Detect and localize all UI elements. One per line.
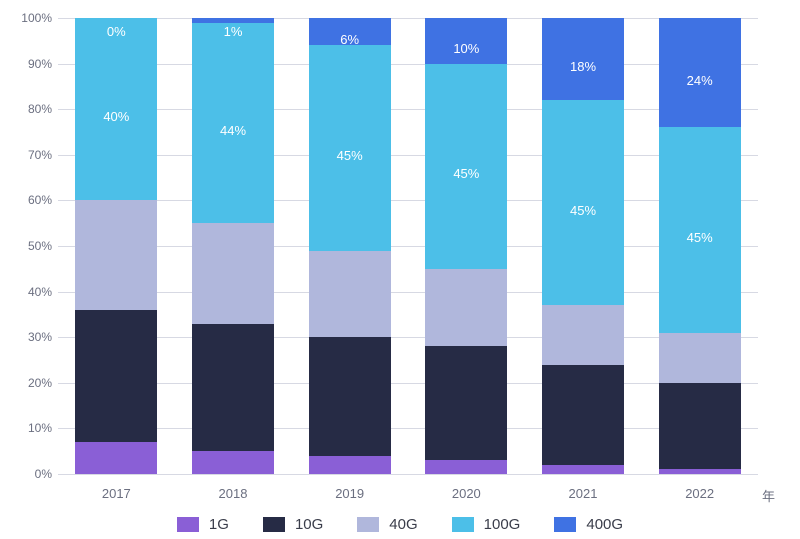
- bar-segment: [75, 310, 157, 442]
- legend-item: 100G: [452, 516, 521, 533]
- x-tick-label: 2018: [219, 486, 248, 501]
- x-tick-label: 2021: [569, 486, 598, 501]
- legend-swatch: [263, 517, 285, 532]
- y-tick-label: 90%: [8, 57, 52, 71]
- bar-segment: [425, 18, 507, 64]
- bar-segment: [309, 45, 391, 250]
- bar-segment: [425, 346, 507, 460]
- bar-segment: [425, 269, 507, 347]
- bar-segment: [309, 18, 391, 45]
- legend-swatch: [357, 517, 379, 532]
- bar-segment: [192, 324, 274, 452]
- legend-item: 1G: [177, 516, 229, 533]
- legend-swatch: [554, 517, 576, 532]
- y-tick-label: 10%: [8, 421, 52, 435]
- y-tick-label: 60%: [8, 193, 52, 207]
- x-tick-label: 2019: [335, 486, 364, 501]
- x-tick-label: 2017: [102, 486, 131, 501]
- bar-segment: [425, 460, 507, 474]
- bar-segment: [425, 64, 507, 269]
- x-axis-unit: 年: [762, 486, 775, 505]
- bar-group: 45%10%: [425, 18, 507, 474]
- bar-segment: [542, 100, 624, 305]
- bar-segment: [192, 23, 274, 224]
- bar-segment: [542, 365, 624, 465]
- bar-group: 45%24%: [659, 18, 741, 474]
- bar-segment: [309, 251, 391, 338]
- legend-swatch: [452, 517, 474, 532]
- legend-label: 40G: [389, 516, 417, 533]
- legend-swatch: [177, 517, 199, 532]
- bar-group: 45%6%: [309, 18, 391, 474]
- y-tick-label: 70%: [8, 148, 52, 162]
- bar-segment: [192, 18, 274, 23]
- legend-item: 400G: [554, 516, 623, 533]
- y-tick-label: 100%: [8, 11, 52, 25]
- bar-segment: [659, 18, 741, 127]
- bar-segment: [659, 469, 741, 474]
- y-tick-label: 80%: [8, 102, 52, 116]
- legend-label: 1G: [209, 516, 229, 533]
- y-tick-label: 30%: [8, 330, 52, 344]
- bar-segment: [542, 18, 624, 100]
- bar-group: 45%18%: [542, 18, 624, 474]
- legend-label: 10G: [295, 516, 323, 533]
- bar-segment: [659, 127, 741, 332]
- legend-item: 10G: [263, 516, 323, 533]
- bar-group: 44%1%: [192, 18, 274, 474]
- legend-label: 100G: [484, 516, 521, 533]
- bar-container: 40%0%201744%1%201845%6%201945%10%202045%…: [58, 18, 758, 474]
- bar-segment: [542, 305, 624, 364]
- y-tick-label: 50%: [8, 239, 52, 253]
- legend-item: 40G: [357, 516, 417, 533]
- bar-segment: [192, 223, 274, 323]
- gridline: [58, 474, 758, 475]
- bar-segment: [659, 333, 741, 383]
- y-tick-label: 20%: [8, 376, 52, 390]
- x-tick-label: 2022: [685, 486, 714, 501]
- x-tick-label: 2020: [452, 486, 481, 501]
- bar-segment: [659, 383, 741, 470]
- legend: 1G 10G 40G 100G 400G: [0, 516, 800, 533]
- bar-segment: [192, 451, 274, 474]
- bar-segment: [75, 18, 157, 200]
- y-tick-label: 40%: [8, 285, 52, 299]
- bar-group: 40%0%: [75, 18, 157, 474]
- bar-segment: [309, 456, 391, 474]
- stacked-bar-chart: 0%10%20%30%40%50%60%70%80%90%100% 40%0%2…: [58, 18, 758, 474]
- legend-label: 400G: [586, 516, 623, 533]
- bar-segment: [542, 465, 624, 474]
- y-tick-label: 0%: [8, 467, 52, 481]
- bar-segment: [309, 337, 391, 456]
- bar-segment: [75, 200, 157, 309]
- bar-segment: [75, 442, 157, 474]
